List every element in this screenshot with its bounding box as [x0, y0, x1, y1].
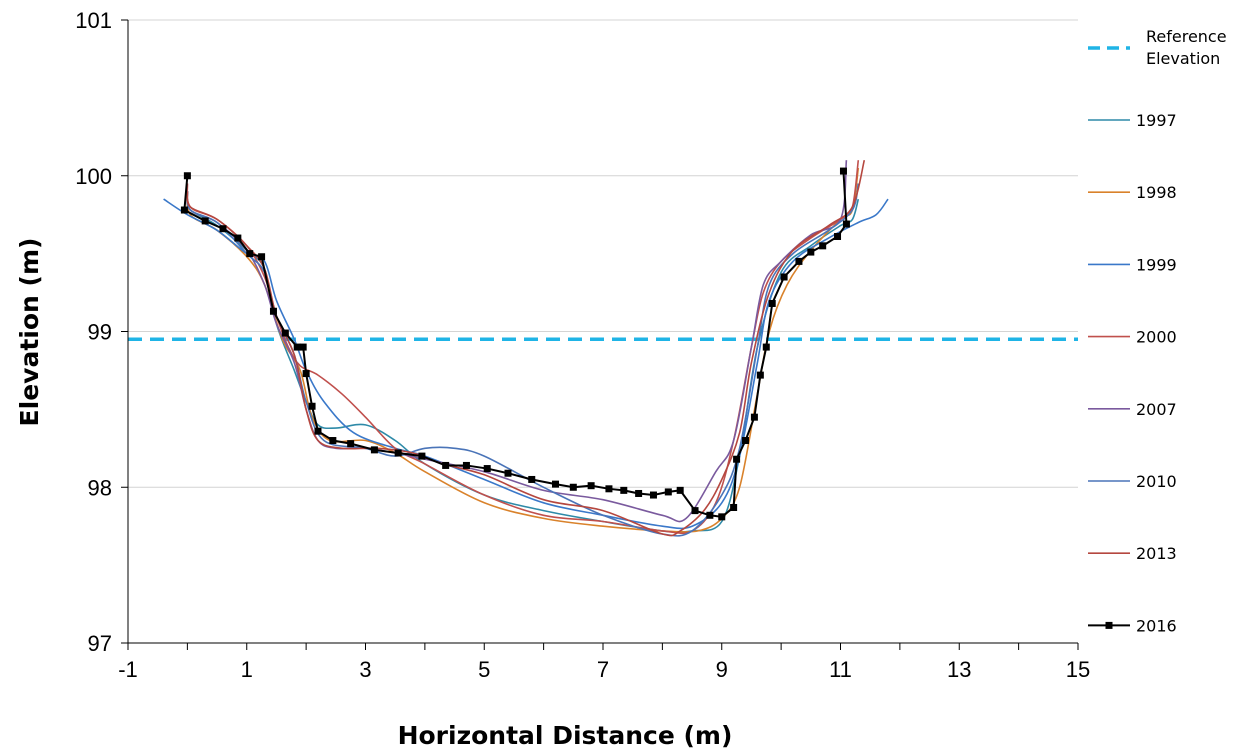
data-point-2016 [219, 225, 227, 233]
data-point-2016 [756, 371, 764, 379]
series-line-2013 [186, 160, 866, 537]
legend-label-2010: 2010 [1136, 472, 1177, 491]
data-point-2016 [442, 461, 450, 469]
data-point-2016 [762, 343, 770, 351]
data-point-2016 [183, 172, 191, 180]
data-point-2016 [839, 167, 847, 175]
x-tick-label: 3 [359, 657, 371, 682]
data-point-2016 [750, 413, 758, 421]
legend: Reference Elevation 1997 1998 1999 2000 2007 20… [1088, 27, 1227, 635]
x-tick-label: 11 [829, 657, 852, 682]
data-point-2016 [676, 486, 684, 494]
data-point-2016 [605, 485, 613, 493]
data-point-2016 [269, 307, 277, 315]
data-point-2016 [483, 465, 491, 473]
data-point-2016 [768, 299, 776, 307]
data-point-2016 [706, 511, 714, 519]
data-point-2016 [201, 217, 209, 225]
y-tick-label: 97 [88, 631, 112, 656]
data-point-2016 [620, 486, 628, 494]
legend-label-2016: 2016 [1136, 616, 1177, 635]
x-tick-label: 13 [947, 657, 971, 682]
data-point-2016 [691, 507, 699, 515]
x-tick-label: 9 [716, 657, 728, 682]
x-axis-title: Horizontal Distance (m) [398, 721, 733, 750]
data-point-2016 [314, 427, 322, 435]
data-point-2016 [635, 489, 643, 497]
y-tick-label: 100 [75, 164, 112, 189]
data-point-2016 [528, 475, 536, 483]
data-point-2016 [649, 491, 657, 499]
data-point-2016 [780, 273, 788, 281]
data-point-2016 [180, 206, 188, 214]
data-point-2016 [234, 234, 242, 242]
legend-label-2000: 2000 [1136, 328, 1177, 347]
data-point-2016 [347, 440, 355, 448]
y-axis-title: Elevation (m) [15, 238, 44, 427]
data-point-2016 [842, 220, 850, 228]
legend-marker-2016 [1105, 621, 1113, 629]
legend-label-2013: 2013 [1136, 544, 1177, 563]
data-point-2016 [819, 242, 827, 250]
data-point-2016 [418, 452, 426, 460]
data-point-2016 [299, 343, 307, 351]
x-tick-label: 7 [597, 657, 609, 682]
legend-label-2007: 2007 [1136, 400, 1177, 419]
data-point-2016 [569, 483, 577, 491]
data-point-2016 [587, 482, 595, 490]
legend-label-1997: 1997 [1136, 111, 1177, 130]
series-line-1999 [163, 198, 889, 530]
axes [121, 19, 1079, 650]
data-point-2016 [834, 232, 842, 240]
data-point-2016 [742, 437, 749, 445]
y-tick-label: 99 [88, 320, 112, 345]
y-tick-label: 101 [75, 8, 112, 33]
data-point-2016 [329, 437, 337, 445]
data-point-2016 [552, 480, 559, 488]
y-tick-label: 98 [88, 475, 112, 500]
legend-label-reference: Reference Elevation [1146, 27, 1227, 68]
data-point-2016 [302, 370, 310, 378]
x-tick-label: 5 [478, 657, 490, 682]
data-point-2016 [370, 446, 378, 454]
x-tick-label: 15 [1066, 657, 1090, 682]
data-point-2016 [504, 469, 512, 477]
data-point-2016 [733, 455, 741, 463]
data-point-2016 [795, 257, 803, 265]
data-point-2016 [462, 461, 470, 469]
legend-label-1999: 1999 [1136, 255, 1177, 274]
data-point-2016 [718, 513, 726, 521]
series-layer [128, 160, 1078, 537]
data-point-2016 [281, 329, 289, 337]
legend-label-1998: 1998 [1136, 183, 1177, 202]
data-point-2016 [807, 248, 815, 256]
data-point-2016 [293, 343, 301, 351]
data-point-2016 [730, 503, 738, 511]
gridlines [128, 19, 1078, 488]
x-tick-label: 1 [241, 657, 253, 682]
data-point-2016 [664, 488, 672, 496]
data-point-2016 [246, 250, 254, 258]
data-point-2016 [394, 449, 402, 457]
x-tick-label: -1 [118, 657, 138, 682]
data-point-2016 [258, 253, 266, 261]
data-point-2016 [308, 402, 316, 410]
